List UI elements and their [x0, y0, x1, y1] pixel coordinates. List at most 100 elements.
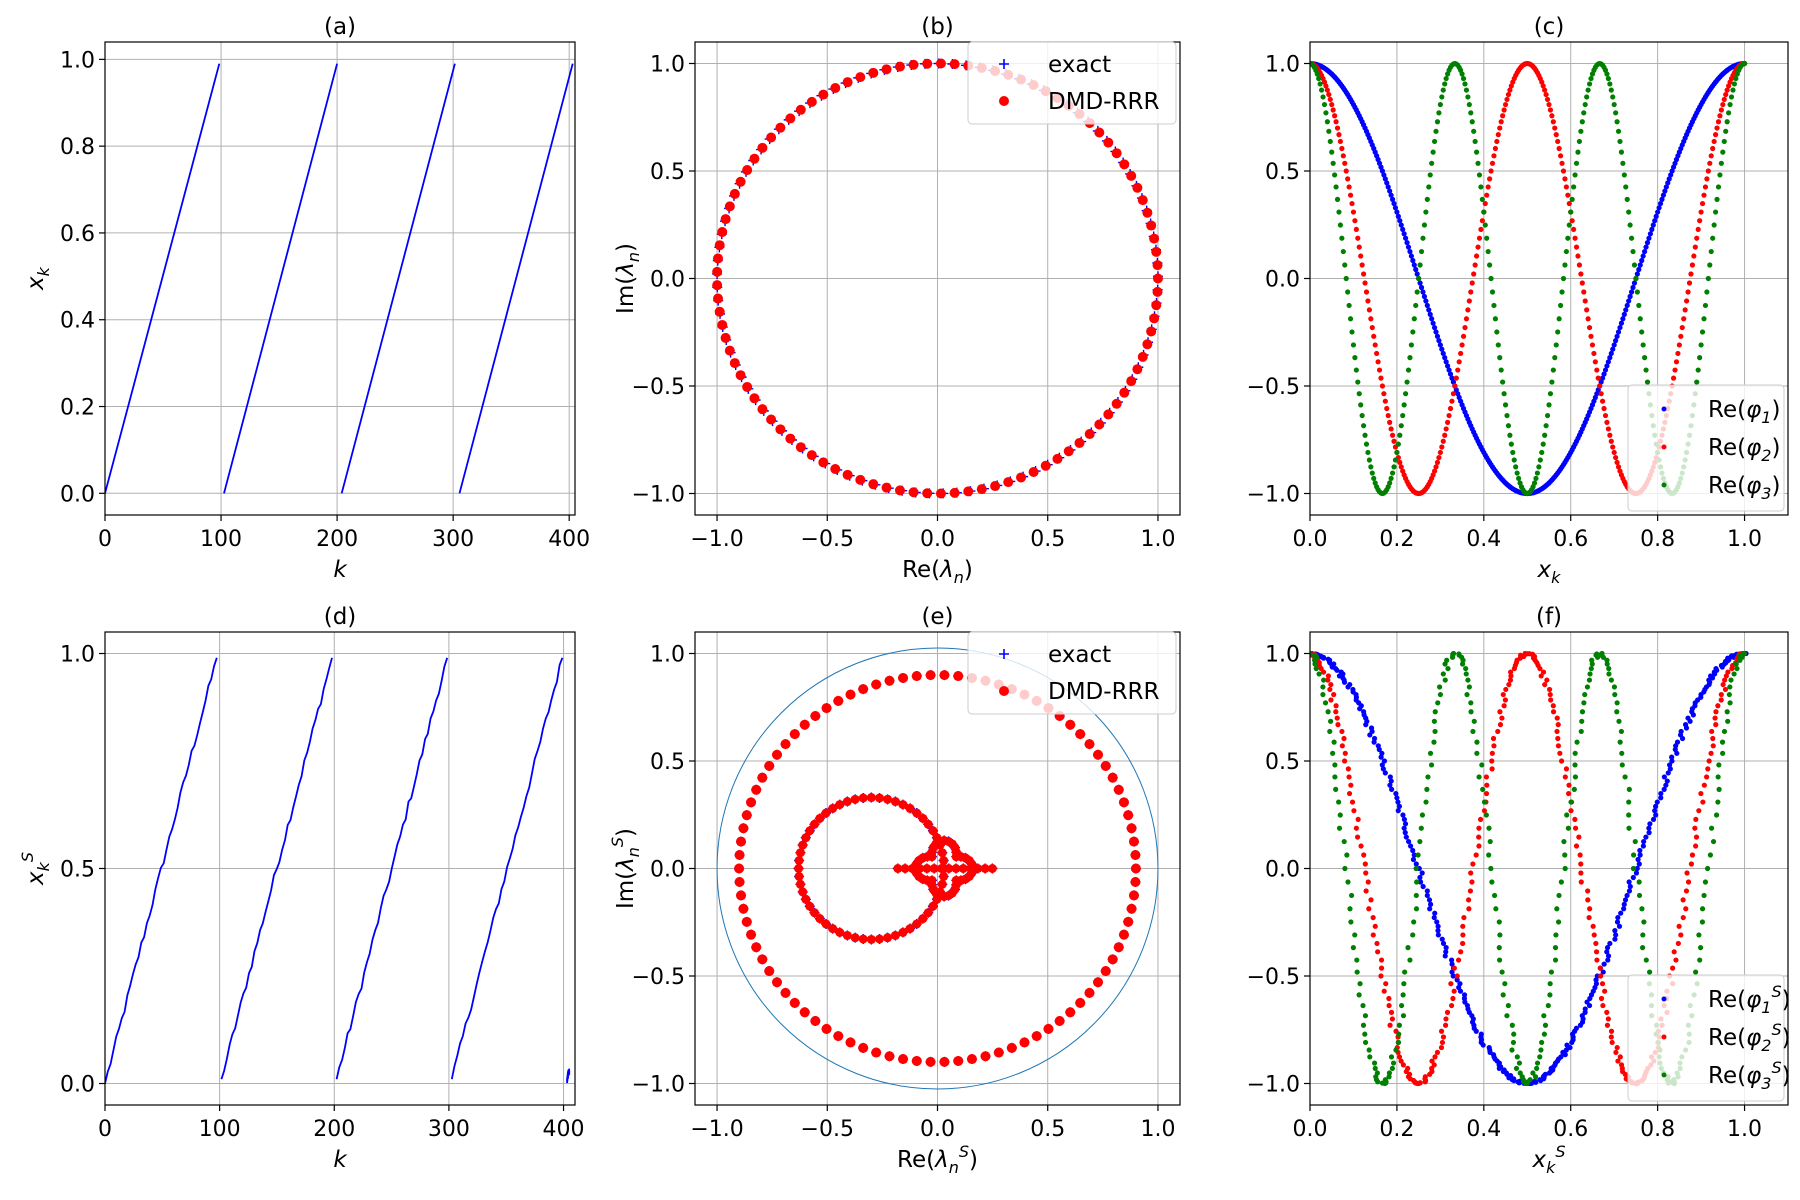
data-point	[1574, 739, 1580, 745]
data-point	[1418, 825, 1424, 831]
data-point	[1397, 218, 1403, 224]
data-point	[1333, 184, 1339, 190]
data-point	[1605, 426, 1611, 432]
data-point	[1460, 932, 1466, 938]
data-point	[1130, 850, 1141, 861]
data-point	[1640, 253, 1646, 259]
data-point	[923, 908, 933, 918]
data-point	[1594, 651, 1600, 657]
data-point	[1612, 691, 1618, 698]
legend-marker-dot	[1661, 482, 1667, 488]
data-point	[1438, 1028, 1445, 1034]
data-point	[1473, 253, 1480, 259]
data-point	[1360, 271, 1367, 277]
data-point	[1398, 1002, 1405, 1009]
data-point	[1647, 821, 1653, 827]
data-point	[1437, 342, 1443, 348]
data-point	[1415, 852, 1421, 858]
data-point	[1443, 949, 1449, 955]
legend-marker-dot	[999, 96, 1009, 106]
data-point	[1401, 816, 1407, 823]
data-point	[858, 684, 869, 695]
x-tick-label: 0.2	[1379, 1117, 1414, 1142]
data-point	[795, 104, 806, 115]
data-point	[949, 59, 960, 70]
data-point	[1387, 782, 1393, 788]
x-tick-label: 300	[432, 527, 474, 552]
data-point	[868, 479, 879, 490]
data-point	[1621, 172, 1627, 178]
data-point	[1392, 457, 1399, 463]
data-point	[1619, 750, 1625, 756]
panel-title: (f)	[1536, 604, 1562, 630]
data-point	[1514, 470, 1520, 476]
data-point	[1350, 209, 1357, 215]
legend-marker-dot	[1661, 444, 1667, 450]
data-point	[1454, 973, 1460, 979]
data-point	[1665, 180, 1671, 186]
data-point	[1713, 665, 1719, 672]
data-point	[1694, 379, 1700, 385]
x-tick-label: 400	[543, 1117, 585, 1142]
data-point	[1388, 192, 1394, 198]
data-point	[1614, 709, 1620, 715]
data-point	[1475, 160, 1481, 166]
data-point	[1534, 1060, 1541, 1066]
data-point	[1504, 412, 1510, 419]
data-point	[1372, 1065, 1378, 1072]
data-point	[1365, 449, 1371, 456]
data-point	[1710, 235, 1716, 241]
data-point	[734, 876, 745, 887]
data-point	[1546, 686, 1553, 693]
data-point	[1362, 1013, 1369, 1019]
data-point	[1718, 107, 1724, 113]
data-point	[1554, 715, 1560, 721]
data-point	[1502, 402, 1509, 408]
data-point	[1503, 686, 1509, 693]
plot-area	[716, 647, 1159, 1090]
data-point	[1427, 901, 1434, 907]
data-point	[1065, 1007, 1076, 1018]
legend-label: Re(φ3)	[1708, 473, 1780, 503]
data-point	[1336, 132, 1342, 138]
data-point	[1385, 412, 1391, 419]
data-point	[1107, 954, 1118, 965]
data-point	[881, 482, 892, 493]
data-point	[835, 927, 845, 937]
y-axis-label: xkS	[18, 852, 53, 886]
panel-b: −1.0 −0.5 0.0 0.5 1.0 −1.0 −0.5 0.0 0.5 1.0 (b) Re(…	[613, 14, 1181, 587]
data-point	[1703, 774, 1710, 780]
data-point	[1494, 329, 1500, 335]
data-point	[1736, 652, 1742, 658]
x-axis-label: k	[333, 1147, 348, 1173]
data-point	[845, 1037, 856, 1048]
data-point	[1699, 329, 1706, 335]
x-tick-label: 1.0	[1727, 527, 1762, 552]
data-point	[1340, 153, 1346, 159]
data-point	[1346, 790, 1353, 797]
data-point	[1423, 209, 1429, 215]
data-point	[1573, 843, 1580, 849]
x-tick-label: −0.5	[801, 527, 854, 552]
data-point	[1500, 691, 1506, 698]
data-point	[1633, 275, 1639, 282]
data-point	[1371, 333, 1377, 339]
data-point	[1565, 790, 1572, 797]
data-point	[1573, 160, 1580, 166]
data-point	[1697, 355, 1703, 361]
legend-marker-plus	[999, 649, 1009, 659]
data-point	[1328, 697, 1334, 703]
data-point	[1388, 1009, 1395, 1015]
data-point	[1386, 995, 1392, 1002]
data-point	[1722, 686, 1729, 693]
data-point	[1480, 1042, 1486, 1048]
data-point	[1317, 81, 1323, 87]
data-point	[1323, 110, 1329, 116]
data-point	[1337, 222, 1344, 228]
data-point	[1710, 743, 1716, 749]
data-point	[883, 794, 893, 804]
data-point	[1360, 1022, 1367, 1028]
data-point	[1582, 298, 1588, 304]
y-axis-label: Im(λn)	[613, 243, 643, 314]
data-point	[845, 689, 856, 700]
